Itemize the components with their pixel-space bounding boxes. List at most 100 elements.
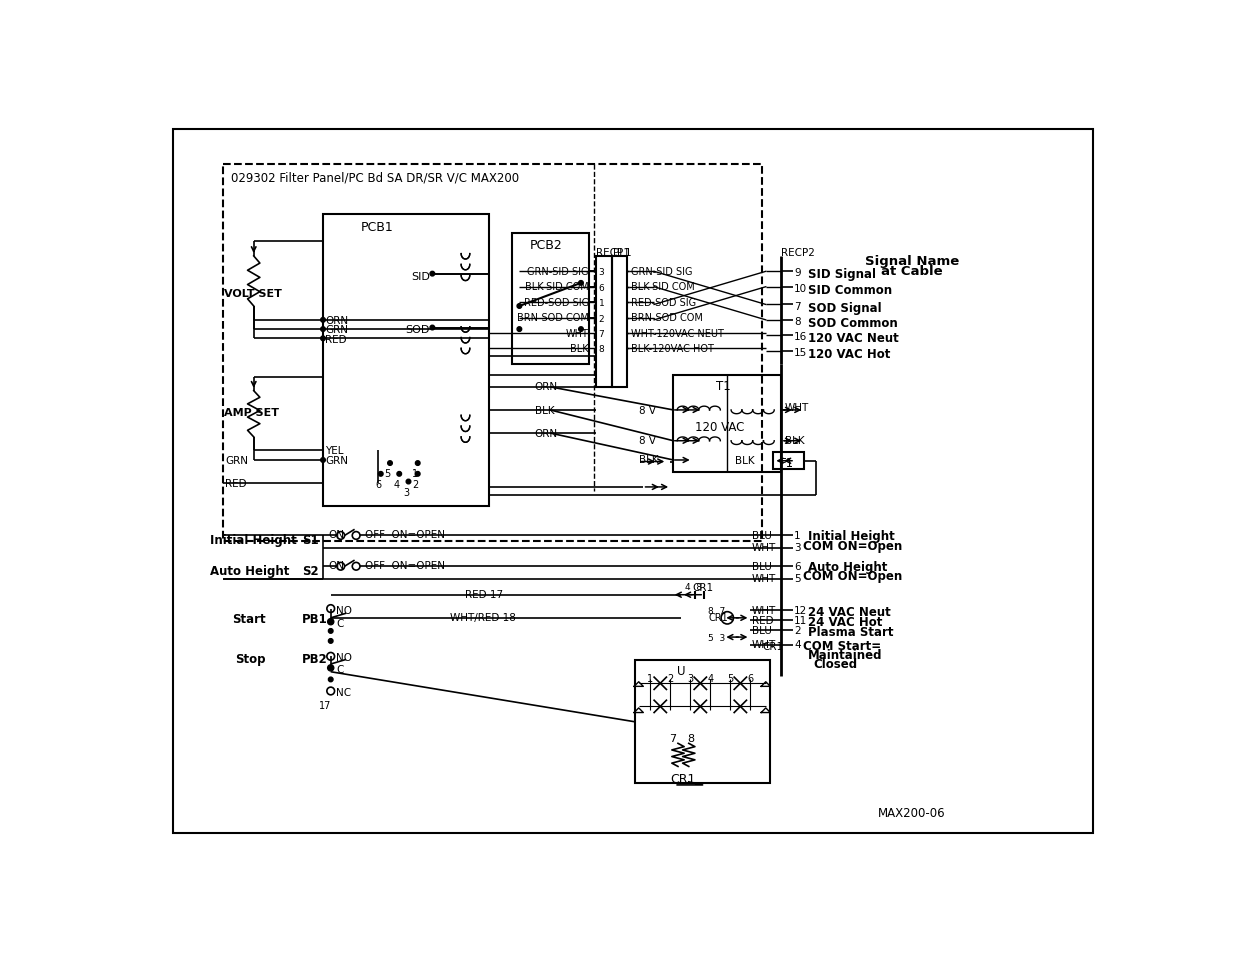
Text: SID Common: SID Common (808, 284, 892, 296)
Text: T1: T1 (716, 379, 730, 393)
Text: 7: 7 (669, 734, 677, 743)
Text: Auto Height: Auto Height (808, 560, 888, 574)
Text: CR1: CR1 (762, 641, 783, 651)
Text: Signal Name: Signal Name (864, 254, 960, 268)
Text: Plasma Start: Plasma Start (808, 625, 894, 639)
Text: BLU: BLU (752, 531, 772, 540)
Text: 5: 5 (384, 469, 390, 479)
Circle shape (378, 472, 383, 476)
Text: 3: 3 (794, 543, 800, 553)
Text: GRN-SID SIG: GRN-SID SIG (527, 267, 589, 276)
Text: ORN: ORN (325, 315, 348, 326)
Text: 24 VAC Neut: 24 VAC Neut (808, 605, 890, 618)
Text: CR1: CR1 (693, 582, 714, 592)
Text: RED: RED (325, 335, 347, 344)
Circle shape (430, 326, 435, 331)
Text: 120 VAC: 120 VAC (695, 420, 745, 434)
Text: 5: 5 (794, 574, 800, 583)
Bar (511, 233, 589, 364)
Text: 8  7: 8 7 (708, 607, 725, 616)
Text: BLK: BLK (638, 455, 658, 464)
Circle shape (430, 272, 435, 276)
Text: 3: 3 (403, 487, 409, 497)
Text: 4: 4 (794, 639, 800, 650)
Text: BLK-SID COM: BLK-SID COM (525, 282, 589, 292)
Text: COM ON=Open: COM ON=Open (803, 570, 902, 582)
Text: BRN-SOD COM: BRN-SOD COM (631, 313, 703, 323)
Text: BLK: BLK (735, 456, 755, 465)
Text: 6: 6 (599, 284, 604, 293)
Text: 9: 9 (794, 268, 800, 278)
Circle shape (388, 461, 393, 466)
Text: WHT: WHT (752, 639, 776, 650)
Text: BLU: BLU (752, 625, 772, 635)
Text: 7: 7 (794, 301, 800, 312)
Text: 4: 4 (708, 674, 714, 683)
Text: 3: 3 (599, 268, 604, 277)
Text: 1: 1 (599, 299, 604, 308)
Text: RED: RED (225, 479, 247, 489)
Text: 2: 2 (667, 674, 673, 683)
Text: AMP SET: AMP SET (225, 408, 279, 417)
Text: YEL: YEL (325, 446, 343, 456)
Circle shape (396, 472, 401, 476)
Text: CR1: CR1 (708, 613, 727, 623)
Bar (222, 164, 762, 541)
Text: ORN: ORN (535, 382, 558, 392)
Text: Initial Height: Initial Height (808, 530, 895, 542)
Bar (773, 453, 804, 470)
Text: 24 VAC Hot: 24 VAC Hot (808, 615, 883, 628)
Text: WHT: WHT (566, 328, 589, 338)
Circle shape (579, 328, 583, 332)
Text: OFF  ON=OPEN: OFF ON=OPEN (366, 530, 446, 539)
Text: SID: SID (411, 272, 430, 282)
Text: RED-SOD SIG: RED-SOD SIG (524, 297, 589, 308)
Text: 6: 6 (375, 479, 382, 490)
Text: ON: ON (329, 560, 345, 571)
Text: SID Signal: SID Signal (808, 268, 876, 281)
Text: 120 VAC Neut: 120 VAC Neut (808, 332, 899, 345)
Text: RECP1: RECP1 (597, 248, 630, 257)
Text: 15: 15 (794, 348, 808, 357)
Text: PL1: PL1 (614, 248, 632, 257)
Text: GRN: GRN (325, 456, 348, 466)
Text: 1: 1 (794, 531, 800, 540)
Bar (635, 660, 769, 783)
Circle shape (327, 618, 333, 625)
Text: VOLT SET: VOLT SET (225, 289, 283, 298)
Text: 1: 1 (412, 469, 419, 479)
Circle shape (321, 328, 325, 332)
Text: 7: 7 (599, 330, 604, 338)
Text: NC: NC (336, 687, 351, 698)
Text: BLU: BLU (752, 561, 772, 571)
Text: PB1: PB1 (303, 613, 329, 626)
Text: 1: 1 (647, 674, 653, 683)
Bar (324, 214, 489, 507)
Circle shape (321, 336, 325, 341)
Text: RED: RED (752, 615, 773, 625)
Text: COM ON=Open: COM ON=Open (803, 539, 902, 552)
Circle shape (415, 461, 420, 466)
Circle shape (415, 472, 420, 476)
Text: BRN-SOD COM: BRN-SOD COM (516, 313, 589, 323)
Circle shape (406, 479, 411, 484)
Text: SOD: SOD (405, 324, 430, 335)
Text: ORN: ORN (535, 428, 558, 438)
Circle shape (579, 281, 583, 286)
Text: GRN: GRN (325, 325, 348, 335)
Text: WHT: WHT (752, 574, 776, 583)
Circle shape (329, 678, 333, 682)
Circle shape (517, 328, 521, 332)
Text: COM Start=: COM Start= (803, 639, 881, 652)
Text: 5: 5 (727, 674, 734, 683)
Text: PCB2: PCB2 (530, 239, 563, 252)
Text: SOD Signal: SOD Signal (808, 301, 882, 314)
Text: RECP2: RECP2 (782, 248, 815, 257)
Circle shape (517, 304, 521, 309)
Text: PCB1: PCB1 (361, 220, 393, 233)
Text: BLK: BLK (785, 436, 805, 446)
Text: BLK-SID COM: BLK-SID COM (631, 282, 695, 292)
Bar (611, 256, 627, 388)
Text: 2: 2 (599, 314, 604, 323)
Bar (673, 375, 782, 472)
